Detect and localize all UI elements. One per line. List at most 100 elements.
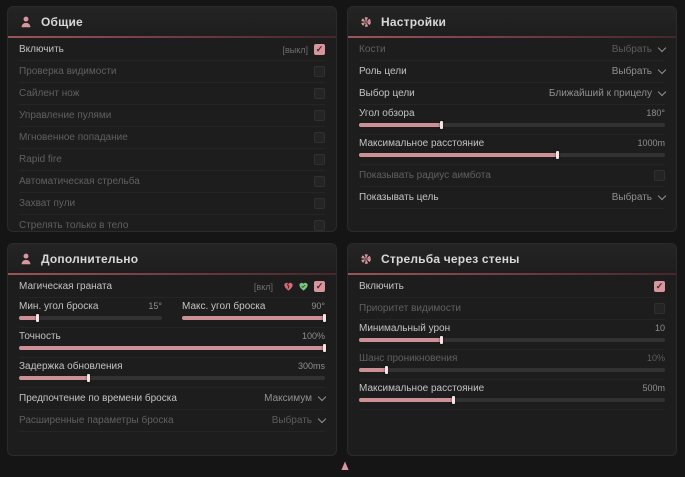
chevron-down-icon <box>317 392 327 402</box>
panel-header: Общие <box>8 7 336 36</box>
row-label: Выбор цели <box>359 88 415 99</box>
checkbox[interactable] <box>314 176 325 187</box>
slider-track[interactable] <box>182 314 326 322</box>
slider-label: Мин. угол броска <box>19 301 99 312</box>
slider-0: Мин. угол броска 15° <box>19 301 162 322</box>
chevron-down-icon <box>657 65 667 75</box>
slider-handle[interactable] <box>323 344 326 352</box>
checkbox[interactable] <box>314 281 325 292</box>
dropdown-value: Выбрать <box>611 66 652 77</box>
slider-value: 180° <box>646 108 665 118</box>
row-visibility-priority: Приоритет видимости <box>359 298 665 320</box>
row-throw-angles: Мин. угол броска 15° Макс. угол броска 90° <box>19 298 326 328</box>
checkbox[interactable] <box>314 198 325 209</box>
panel-header: Стрельба через стены <box>348 244 676 273</box>
dropdown-show-target[interactable]: Выбрать <box>612 190 667 205</box>
row-label: Автоматическая стрельба <box>19 176 140 187</box>
slider-value: 500m <box>642 383 665 393</box>
slider-label: Минимальный урон <box>359 323 451 334</box>
row-penetration-chance: Шанс проникновения 10% <box>359 350 665 380</box>
row-label: Кости <box>359 44 386 55</box>
green-heart-icon <box>299 282 308 291</box>
slider-track[interactable] <box>359 336 665 344</box>
slider-label: Максимальное расстояние <box>359 383 485 394</box>
dropdown-target-selection[interactable]: Ближайший к прицелу <box>548 86 667 101</box>
checkbox[interactable] <box>314 44 325 55</box>
panel-settings: Настройки Кости Выбрать Роль цели Выбрать Вы… <box>347 6 677 232</box>
checkbox[interactable] <box>314 66 325 77</box>
panel-title: Дополнительно <box>41 251 139 266</box>
person-icon <box>21 253 31 264</box>
row-throw-time-preference: Предпочтение по времени броска Максимум <box>19 388 327 410</box>
panel-body: Включить [выкл] Проверка видимости Сайлент … <box>8 38 336 231</box>
row-label: Проверка видимости <box>19 66 117 77</box>
slider-label: Шанс проникновения <box>359 353 458 364</box>
checkbox[interactable] <box>314 110 325 121</box>
dropdown-value: Выбрать <box>271 415 312 426</box>
row-max-distance: Максимальное расстояние 500m <box>359 380 665 410</box>
slider-handle[interactable] <box>451 396 455 404</box>
slider-line: Мин. угол броска 15° <box>19 301 162 312</box>
checkbox[interactable] <box>314 132 325 143</box>
slider-value: 300ms <box>297 361 325 371</box>
checkbox[interactable] <box>314 154 325 165</box>
row-label: Управление пулями <box>19 110 112 121</box>
slider-label: Задержка обновления <box>19 361 123 372</box>
slider-track[interactable] <box>359 366 665 374</box>
checkbox[interactable] <box>654 170 665 181</box>
person-icon <box>21 16 31 27</box>
row-enable: Включить [выкл] <box>19 39 325 61</box>
slider-line: Шанс проникновения 10% <box>359 353 665 364</box>
dropdown-value: Ближайший к прицелу <box>548 88 652 99</box>
row-target-role: Роль цели Выбрать <box>359 61 667 83</box>
slider-handle[interactable] <box>439 336 443 344</box>
slider-label: Макс. угол броска <box>182 301 266 312</box>
checkbox[interactable] <box>654 303 665 314</box>
checkbox[interactable] <box>314 220 325 231</box>
slider-handle[interactable] <box>35 314 39 322</box>
slider-handle[interactable] <box>87 374 91 382</box>
slider-value: 10% <box>646 353 665 363</box>
slider-track[interactable] <box>359 121 665 129</box>
row-label: Приоритет видимости <box>359 303 462 314</box>
row-label: Предпочтение по времени броска <box>19 393 177 404</box>
gear-icon <box>361 253 371 264</box>
slider-handle[interactable] <box>384 366 388 374</box>
slider-track[interactable] <box>359 396 665 404</box>
slider-handle[interactable] <box>323 314 326 322</box>
checkbox[interactable] <box>314 88 325 99</box>
row-silent-knife: Сайлент нож <box>19 83 325 105</box>
slider-line: Максимальное расстояние 1000m <box>359 138 665 149</box>
checkbox[interactable] <box>654 281 665 292</box>
row-label: Показывать цель <box>359 192 439 203</box>
row-max-distance: Максимальное расстояние 1000m <box>359 135 665 165</box>
row-label: Стрелять только в тело <box>19 220 129 231</box>
slider-1: Макс. угол броска 90° <box>182 301 326 322</box>
row-label: Показывать радиус аимбота <box>359 170 491 181</box>
dropdown-throw-time-preference[interactable]: Максимум <box>264 391 327 406</box>
row-label: Включить <box>19 44 64 55</box>
slider-track[interactable] <box>19 314 162 322</box>
dropdown-target-role[interactable]: Выбрать <box>611 64 667 79</box>
row-update-delay: Задержка обновления 300ms <box>19 358 325 388</box>
slider-label: Угол обзора <box>359 108 415 119</box>
row-visibility-check: Проверка видимости <box>19 61 325 83</box>
chevron-down-icon <box>317 414 327 424</box>
slider-line: Макс. угол броска 90° <box>182 301 325 312</box>
slider-track[interactable] <box>19 344 326 352</box>
slider-fill <box>359 151 559 159</box>
slider-handle[interactable] <box>439 121 443 129</box>
row-label: Сайлент нож <box>19 88 80 99</box>
broken-heart-icon <box>284 282 293 291</box>
dropdown-bones[interactable]: Выбрать <box>612 42 667 57</box>
slider-handle[interactable] <box>555 151 559 159</box>
chevron-down-icon <box>657 87 667 97</box>
row-label: Магическая граната <box>19 281 113 292</box>
row-target-selection: Выбор цели Ближайший к прицелу <box>359 83 667 105</box>
slider-track[interactable] <box>19 374 325 382</box>
dropdown-advanced-throw-params[interactable]: Выбрать <box>271 413 327 428</box>
slider-track[interactable] <box>359 151 665 159</box>
row-label: Захват пули <box>19 198 76 209</box>
row-accuracy: Точность 100% <box>19 328 326 358</box>
